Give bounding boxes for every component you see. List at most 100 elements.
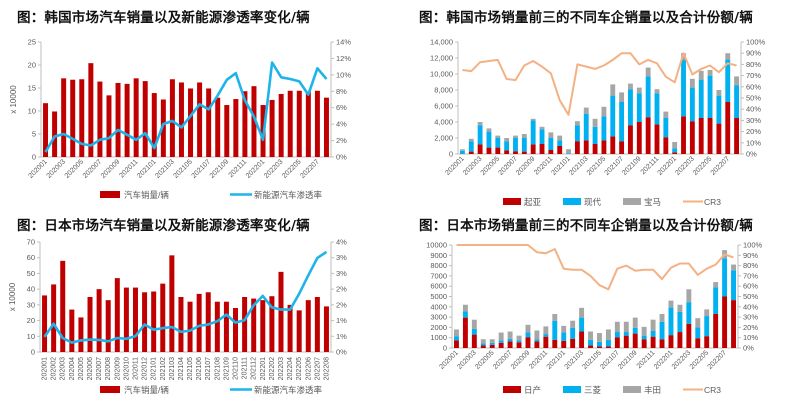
bar-日产 — [632, 333, 638, 348]
bar-三菱 — [516, 340, 522, 343]
bar-汽车销量/辆 — [52, 111, 58, 157]
bar-起亚 — [698, 118, 704, 154]
bar-汽车销量/辆 — [224, 105, 230, 157]
bar-汽车销量/辆 — [51, 284, 57, 352]
bar-起亚 — [495, 147, 501, 154]
bar-汽车销量/辆 — [97, 81, 103, 157]
bar-起亚 — [654, 124, 660, 154]
legend-label: 新能源汽车渗透率 — [254, 190, 323, 200]
bar-宝马 — [698, 70, 704, 80]
y-tick-label: 40 — [27, 285, 35, 294]
bar-三菱 — [704, 316, 710, 337]
x-tick-label: 202109 — [621, 155, 643, 177]
y2-tick-label: 3% — [336, 253, 347, 262]
x-tick-label: 202107 — [205, 357, 212, 380]
bar-丰田 — [677, 304, 683, 312]
x-tick-label: 202207 — [710, 155, 732, 177]
y2-tick-label: 2% — [336, 136, 347, 145]
x-tick-label: 202109 — [209, 158, 231, 180]
y-tick-label: 70 — [27, 238, 35, 247]
bar-丰田 — [686, 289, 692, 303]
y-tick-label: 3000 — [430, 313, 447, 322]
y-tick-label: 10 — [27, 332, 35, 341]
y2-tick-label: 50% — [746, 94, 761, 103]
bar-汽车销量/辆 — [233, 308, 239, 352]
bar-丰田 — [489, 339, 495, 343]
y2-tick-label: 20% — [743, 323, 758, 332]
legend-label: 三菱 — [584, 385, 602, 395]
bar-宝马 — [716, 90, 722, 96]
x-tick-label: 202108 — [214, 357, 221, 380]
bar-宝马 — [548, 132, 554, 138]
bar-宝马 — [566, 149, 571, 154]
bar-宝马 — [734, 76, 740, 86]
x-tick-label: 202009 — [510, 349, 532, 371]
y2-tick-label: 1% — [336, 332, 347, 341]
bar-日产 — [570, 338, 576, 348]
bar-汽车销量/辆 — [187, 301, 193, 352]
bar-日产 — [525, 337, 531, 348]
bar-现代 — [513, 138, 518, 152]
bar-宝马 — [725, 53, 731, 60]
bar-日产 — [731, 300, 736, 348]
bar-起亚 — [672, 152, 678, 154]
bar-起亚 — [504, 150, 510, 154]
bar-日产 — [552, 339, 558, 348]
legend-label: CR3 — [704, 197, 721, 207]
bar-现代 — [468, 141, 474, 152]
bar-起亚 — [663, 137, 669, 154]
x-tick-label: 202105 — [187, 357, 194, 380]
y-tick-label: 25 — [28, 38, 36, 47]
bar-丰田 — [516, 335, 522, 341]
y2-tick-label: 70% — [746, 71, 761, 80]
bar-现代 — [601, 116, 607, 141]
y2-tick-label: 90% — [743, 251, 758, 260]
bar-汽车销量/辆 — [206, 88, 212, 157]
legend-label: 汽车销量/辆 — [124, 385, 169, 395]
x-tick-label: 202003 — [46, 158, 68, 180]
x-tick-label: 202102 — [160, 357, 167, 380]
y-tick-label: 7000 — [430, 271, 447, 280]
bar-汽车销量/辆 — [314, 90, 320, 157]
bar-丰田 — [454, 329, 459, 337]
bar-日产 — [704, 336, 710, 348]
bar-起亚 — [521, 151, 527, 154]
bar-现代 — [725, 59, 731, 102]
bar-起亚 — [645, 117, 651, 154]
bar-宝马 — [486, 128, 492, 132]
legend-swatch — [623, 198, 641, 205]
bar-日产 — [686, 323, 692, 348]
bar-汽车销量/辆 — [142, 292, 148, 352]
y-tick-label: 20 — [28, 61, 36, 70]
x-tick-label: 202005 — [64, 158, 86, 180]
y-tick-label: 8,000 — [434, 86, 453, 95]
bar-汽车销量/辆 — [305, 300, 311, 352]
y2-tick-label: 2% — [336, 300, 347, 309]
bar-宝马 — [592, 118, 598, 127]
y2-tick-label: 14% — [336, 38, 351, 47]
bar-丰田 — [597, 333, 602, 342]
bar-汽车销量/辆 — [115, 82, 121, 157]
bar-宝马 — [513, 135, 518, 138]
bar-汽车销量/辆 — [124, 83, 130, 157]
x-tick-label: 202007 — [82, 158, 104, 180]
y2-tick-label: 60% — [743, 282, 758, 291]
bar-起亚 — [636, 122, 642, 154]
bar-丰田 — [561, 325, 567, 333]
y2-tick-label: 40% — [743, 302, 758, 311]
y2-tick-label: 90% — [746, 49, 761, 58]
bar-丰田 — [650, 319, 656, 332]
bar-日产 — [588, 345, 593, 348]
y-tick-label: 0 — [449, 150, 453, 159]
bar-汽车销量/辆 — [114, 278, 120, 352]
bar-丰田 — [641, 326, 647, 336]
x-tick-label: 202204 — [287, 357, 294, 380]
bar-宝马 — [689, 78, 695, 88]
y-tick-label: 6000 — [430, 282, 447, 291]
bar-日产 — [623, 335, 629, 348]
bar-汽车销量/辆 — [251, 86, 257, 157]
bar-日产 — [713, 314, 719, 348]
bar-汽车销量/辆 — [197, 82, 203, 157]
legend-label: 丰田 — [644, 385, 661, 395]
